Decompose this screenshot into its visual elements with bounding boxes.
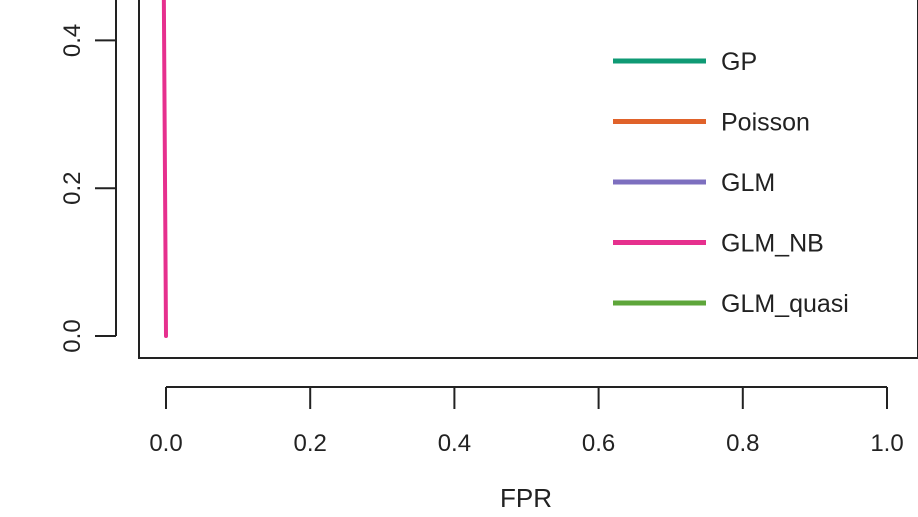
x-tick-label: 0.8 — [726, 430, 759, 457]
legend-label-glm: GLM — [721, 169, 775, 197]
series-line-glm-nb — [161, 0, 168, 338]
legend-label-poisson: Poisson — [721, 109, 810, 137]
x-axis-title: FPR — [500, 483, 552, 513]
x-tick-label: 0.4 — [438, 430, 471, 457]
x-tick-label: 0.0 — [149, 430, 182, 457]
series-layer — [161, 0, 168, 338]
x-axis: 0.0 0.2 0.4 0.6 0.8 1.0 — [149, 386, 904, 457]
legend: GP Poisson GLM GLM_NB GLM_quasi — [613, 48, 849, 318]
x-tick-label: 1.0 — [870, 430, 903, 457]
x-tick-label: 0.2 — [294, 430, 327, 457]
y-tick-label: 0.2 — [59, 172, 86, 205]
y-tick-label: 0.0 — [59, 319, 86, 352]
x-tick-label: 0.6 — [582, 430, 615, 457]
plot-box — [138, 0, 918, 359]
y-tick-label: 0.4 — [59, 24, 86, 57]
y-axis: 0.0 0.2 0.4 — [59, 0, 117, 353]
legend-label-gp: GP — [721, 48, 757, 76]
legend-label-glm-quasi: GLM_quasi — [721, 290, 849, 318]
legend-label-glm-nb: GLM_NB — [721, 230, 824, 258]
